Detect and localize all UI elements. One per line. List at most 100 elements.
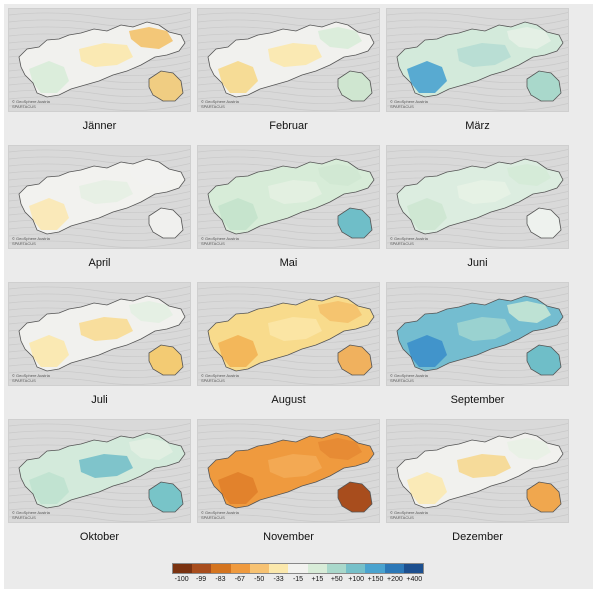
legend-tick-label: +150 — [367, 576, 384, 583]
anomaly-zone-northeast — [129, 301, 173, 323]
anomaly-zone-west — [29, 335, 69, 367]
relief-shading — [9, 286, 190, 294]
relief-shading — [9, 507, 190, 515]
month-label: Februar — [269, 120, 308, 132]
copyright-line: © GeoSphere Austria — [201, 99, 239, 104]
anomaly-zone-northeast — [318, 301, 362, 323]
month-label: September — [450, 394, 505, 406]
anomaly-zone-center — [268, 454, 322, 478]
anomaly-zone-west — [29, 472, 69, 504]
legend-swatch — [365, 564, 385, 573]
relief-shading — [387, 514, 568, 522]
relief-shading — [198, 286, 379, 294]
relief-shading — [198, 149, 379, 157]
north-tyrol-border — [18, 21, 186, 98]
month-label: Juli — [91, 394, 108, 406]
tyrol-map-svg — [198, 423, 379, 522]
legend-tick-label: +100 — [348, 576, 365, 583]
anomaly-zone-northeast — [318, 27, 362, 49]
map-copyright: © GeoSphere Austria SPARTACUS — [390, 510, 428, 520]
legend-swatch — [288, 564, 308, 573]
monthly-map-grid: © GeoSphere Austria SPARTACUS Jänner © GeoS… — [8, 8, 589, 556]
map-copyright: © GeoSphere Austria SPARTACUS — [12, 236, 50, 246]
relief-shading — [387, 293, 568, 301]
relief-shading — [387, 103, 568, 111]
month-panel: © GeoSphere Austria SPARTACUS Mai — [197, 145, 380, 278]
relief-shading — [198, 377, 379, 385]
legend-swatch — [307, 564, 327, 573]
relief-shading — [387, 286, 568, 294]
east-tyrol-region — [337, 207, 373, 239]
relief-shading — [9, 293, 190, 301]
relief-shading — [387, 12, 568, 20]
anomaly-zone-west — [407, 61, 447, 93]
dataset-name: SPARTACUS — [201, 378, 225, 383]
anomaly-zone-west — [407, 198, 447, 230]
relief-shading — [9, 103, 190, 111]
color-legend: -100 -99 -83 -67 -50 -33 -15 +15 +50 +100 +150 +200… — [172, 563, 424, 587]
relief-shading — [9, 370, 190, 378]
relief-shading — [387, 233, 568, 241]
relief-shading — [198, 96, 379, 104]
month-panel: © GeoSphere Austria SPARTACUS März — [386, 8, 569, 141]
legend-swatch — [326, 564, 347, 573]
anomaly-zone-west — [29, 61, 69, 93]
anomaly-zone-west — [29, 198, 69, 230]
relief-shading — [198, 514, 379, 522]
copyright-line: © GeoSphere Austria — [12, 510, 50, 515]
east-tyrol-region — [148, 70, 184, 102]
legend-tick-label: -50 — [254, 576, 265, 583]
east-tyrol-region — [337, 481, 373, 513]
dataset-name: SPARTACUS — [201, 515, 225, 520]
map-copyright: © GeoSphere Austria SPARTACUS — [201, 373, 239, 383]
copyright-line: © GeoSphere Austria — [201, 510, 239, 515]
anomaly-zone-northeast — [507, 27, 551, 49]
relief-shading — [198, 423, 379, 431]
relief-shading — [9, 430, 190, 438]
anomaly-zone-northeast — [507, 438, 551, 460]
map-copyright: © GeoSphere Austria SPARTACUS — [390, 236, 428, 246]
relief-shading — [9, 12, 190, 20]
legend-tick-label: +50 — [330, 576, 343, 583]
relief-shading — [387, 430, 568, 438]
relief-shading — [387, 423, 568, 431]
relief-shading — [9, 233, 190, 241]
tyrol-map-svg — [198, 149, 379, 248]
precipitation-map: © GeoSphere Austria SPARTACUS — [8, 8, 191, 112]
dataset-name: SPARTACUS — [390, 378, 414, 383]
relief-shading — [387, 149, 568, 157]
tyrol-map-svg — [387, 12, 568, 111]
copyright-line: © GeoSphere Austria — [390, 99, 428, 104]
dataset-name: SPARTACUS — [201, 104, 225, 109]
precipitation-map: © GeoSphere Austria SPARTACUS — [386, 282, 569, 386]
north-tyrol-border — [18, 158, 186, 235]
legend-swatch — [403, 564, 424, 573]
legend-swatch — [384, 564, 404, 573]
legend-swatch — [269, 564, 289, 573]
relief-shading — [9, 19, 190, 27]
legend-tick-label: +400 — [406, 576, 423, 583]
relief-shading — [198, 19, 379, 27]
map-copyright: © GeoSphere Austria SPARTACUS — [390, 373, 428, 383]
precipitation-map: © GeoSphere Austria SPARTACUS — [197, 8, 380, 112]
relief-shading — [198, 430, 379, 438]
copyright-line: © GeoSphere Austria — [390, 373, 428, 378]
month-panel: © GeoSphere Austria SPARTACUS Oktober — [8, 419, 191, 552]
month-label: Mai — [279, 257, 298, 269]
dataset-name: SPARTACUS — [390, 241, 414, 246]
anomaly-zone-northeast — [318, 438, 362, 460]
month-panel: © GeoSphere Austria SPARTACUS August — [197, 282, 380, 415]
anomaly-zone-center — [79, 454, 133, 478]
north-tyrol-border — [207, 158, 375, 235]
relief-shading — [9, 240, 190, 248]
legend-tick-label: -67 — [234, 576, 245, 583]
north-tyrol-border — [396, 21, 564, 98]
relief-shading — [9, 423, 190, 431]
anomaly-zone-center — [457, 43, 511, 67]
map-copyright: © GeoSphere Austria SPARTACUS — [201, 99, 239, 109]
relief-shading — [198, 12, 379, 20]
tyrol-map-svg — [9, 149, 190, 248]
map-copyright: © GeoSphere Austria SPARTACUS — [390, 99, 428, 109]
relief-shading — [198, 103, 379, 111]
copyright-line: © GeoSphere Austria — [390, 510, 428, 515]
